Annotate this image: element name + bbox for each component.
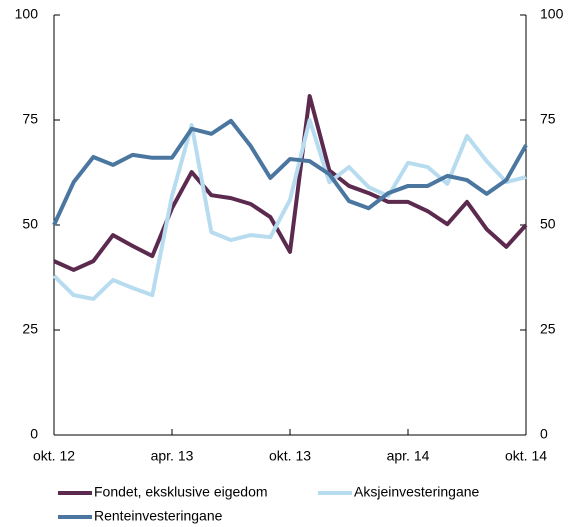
y-tick-label: 100 [15, 6, 39, 22]
series-line [53, 94, 528, 272]
series-line [52, 118, 527, 301]
y2-tick-label: 0 [540, 426, 548, 442]
y2-tick-label: 100 [540, 6, 564, 22]
x-tick-label: apr. 14 [387, 448, 430, 464]
x-tick-label: okt. 14 [505, 448, 547, 464]
x-tick-label: apr. 13 [151, 448, 194, 464]
y-tick-label: 0 [30, 426, 38, 442]
y-tick-label: 50 [22, 216, 38, 232]
y-tick-label: 25 [22, 321, 38, 337]
y-tick-label: 75 [22, 111, 38, 127]
y2-tick-label: 25 [540, 321, 556, 337]
y2-tick-label: 50 [540, 216, 556, 232]
legend-label: Aksjeinvesteringane [354, 484, 480, 500]
y2-tick-label: 75 [540, 111, 556, 127]
x-tick-label: okt. 13 [269, 448, 311, 464]
legend-label: Fondet, eksklusive eigedom [94, 484, 268, 500]
legend-label: Renteinvesteringane [94, 508, 223, 524]
x-tick-label: okt. 12 [33, 448, 75, 464]
series-line [52, 118, 528, 226]
